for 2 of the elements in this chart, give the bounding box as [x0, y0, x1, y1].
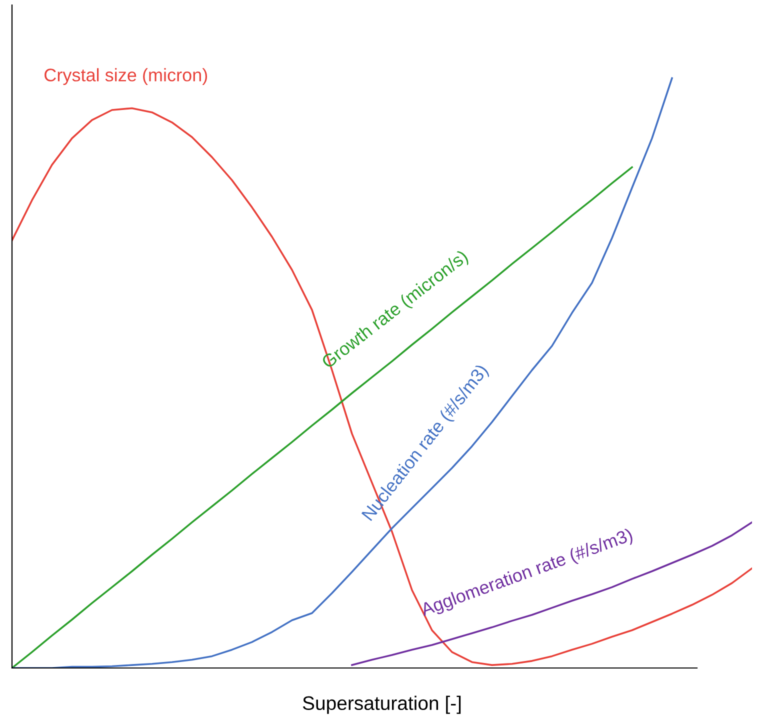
x-axis-title: Supersaturation [-] — [302, 696, 461, 714]
series-label: Crystal size (micron) — [44, 68, 208, 85]
